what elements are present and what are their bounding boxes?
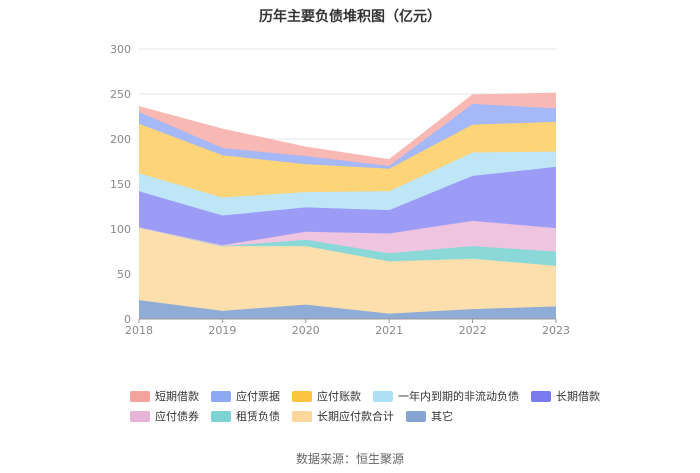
legend-swatch — [130, 390, 150, 402]
y-tick-label: 200 — [110, 133, 131, 146]
legend-label: 应付债券 — [155, 410, 199, 423]
x-tick-label: 2021 — [375, 324, 403, 337]
y-tick-label: 100 — [110, 223, 131, 236]
legend-item[interactable]: 长期应付款合计 — [292, 408, 394, 424]
area-edge-短期借款 — [138, 92, 557, 161]
chart-title: 历年主要负债堆积图（亿元） — [259, 9, 441, 25]
y-tick-label: 150 — [110, 178, 131, 191]
legend-row: 短期借款 应付票据 应付账款 一年内到期的非流动负债 长期借款 — [130, 386, 600, 406]
area-应付债券 — [139, 220, 556, 254]
legend-swatch — [211, 390, 231, 402]
y-tick-label: 50 — [117, 268, 131, 281]
legend-label: 其它 — [431, 410, 453, 423]
legend-row: 应付债券 租赁负债 长期应付款合计 其它 — [130, 406, 600, 426]
legend-label: 短期借款 — [155, 390, 199, 403]
legend-swatch — [211, 410, 231, 422]
area-应付账款 — [139, 121, 556, 198]
legend-label: 长期应付款合计 — [317, 410, 394, 423]
legend-swatch — [292, 390, 312, 402]
legend-label: 长期借款 — [556, 390, 600, 403]
legend-swatch — [531, 390, 551, 402]
x-tick-label: 2022 — [459, 324, 487, 337]
x-axis: 2018 2019 2020 2021 2022 2023 — [125, 318, 570, 337]
data-source: 数据来源：恒生聚源 — [295, 452, 404, 466]
legend-item[interactable]: 其它 — [406, 408, 453, 424]
legend-item[interactable]: 租赁负债 — [211, 408, 280, 424]
legend-item[interactable]: 应付票据 — [211, 388, 280, 404]
legend-swatch — [373, 390, 393, 402]
legend-item[interactable]: 短期借款 — [130, 388, 199, 404]
legend: 短期借款 应付票据 应付账款 一年内到期的非流动负债 长期借款 应付债券 租赁负债 长期应付… — [130, 386, 600, 426]
y-tick-label: 250 — [110, 88, 131, 101]
x-tick-label: 2018 — [125, 324, 153, 337]
area-长期借款 — [139, 166, 556, 246]
y-tick-label: 0 — [124, 313, 131, 326]
y-axis: 0 50 100 150 200 250 300 — [110, 43, 131, 326]
legend-item[interactable]: 应付债券 — [130, 408, 199, 424]
area-租赁负债 — [139, 227, 556, 266]
legend-label: 应付票据 — [236, 390, 280, 403]
legend-item[interactable]: 一年内到期的非流动负债 — [373, 388, 519, 404]
legend-label: 租赁负债 — [236, 410, 280, 423]
legend-label: 一年内到期的非流动负债 — [398, 390, 519, 403]
legend-item[interactable]: 应付账款 — [292, 388, 361, 404]
legend-label: 应付账款 — [317, 390, 361, 403]
legend-swatch — [130, 410, 150, 422]
x-tick-label: 2023 — [542, 324, 570, 337]
legend-swatch — [292, 410, 312, 422]
legend-swatch — [406, 410, 426, 422]
area-长期应付款合计 — [139, 227, 556, 314]
y-tick-label: 300 — [110, 43, 131, 56]
area-一年内到期的非流动负债 — [139, 151, 556, 216]
x-tick-label: 2020 — [292, 324, 320, 337]
area-series — [138, 92, 557, 319]
area-应付票据 — [139, 103, 556, 169]
legend-item[interactable]: 长期借款 — [531, 388, 600, 404]
x-tick-label: 2019 — [208, 324, 236, 337]
